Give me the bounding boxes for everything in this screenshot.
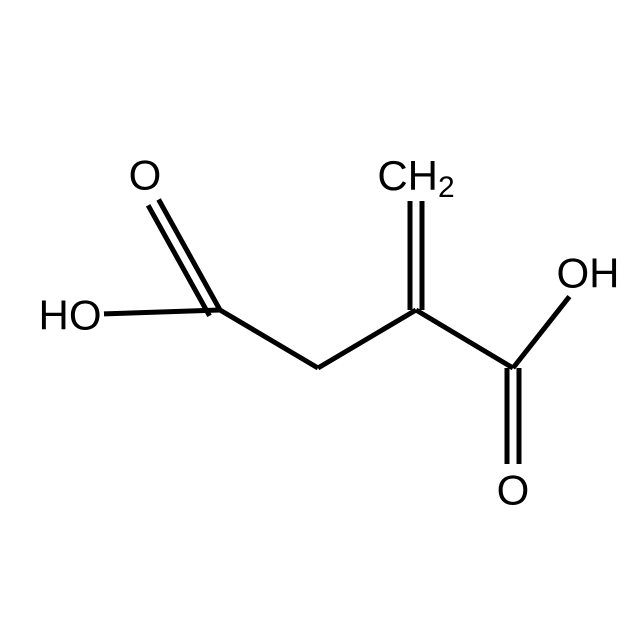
atom-label: HO: [39, 292, 102, 339]
molecule-diagram: OHOCH2OHO: [0, 0, 640, 640]
atom-label: O: [129, 152, 162, 199]
atom-label: O: [497, 467, 530, 514]
atom-label: OH: [557, 250, 620, 297]
